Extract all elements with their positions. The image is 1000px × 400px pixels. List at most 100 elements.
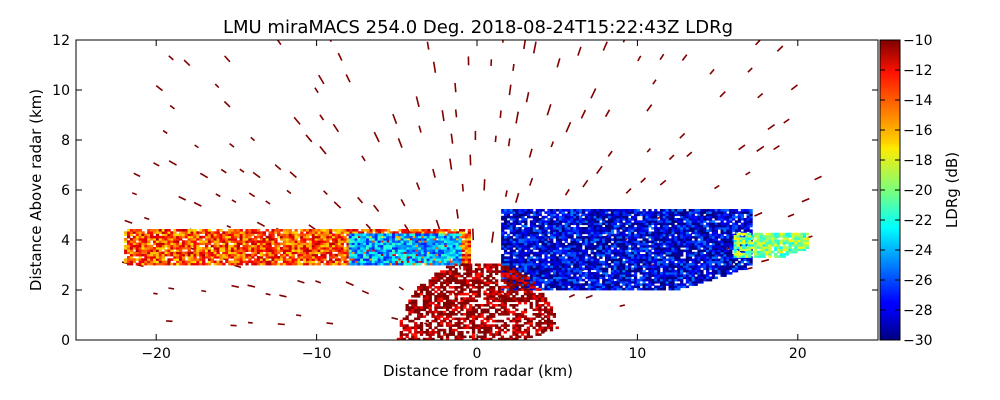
echo-cell (708, 224, 713, 228)
echo-cell (242, 235, 246, 239)
echo-cell (371, 256, 376, 259)
echo-cell (547, 283, 551, 286)
echo-cell (720, 272, 724, 275)
echo-cell (535, 242, 539, 246)
echo-cell (636, 263, 641, 266)
echo-cell (400, 238, 404, 241)
echo-cell (558, 278, 563, 282)
echo-cell (636, 254, 641, 257)
echo-cell (378, 231, 382, 234)
echo-cell (657, 263, 661, 266)
echo-cell (631, 218, 635, 221)
echo-cell (547, 272, 551, 275)
echo-cell (729, 260, 733, 264)
echo-cell (671, 222, 675, 226)
echo-cell (527, 242, 531, 246)
echo-cell (732, 227, 736, 230)
echo-cell (403, 262, 407, 266)
echo-cell (521, 263, 525, 266)
echo-cell (665, 276, 669, 280)
echo-cell (561, 233, 565, 237)
echo-cell (236, 244, 240, 248)
echo-cell (729, 258, 733, 262)
echo-cell (714, 276, 718, 280)
echo-cell (529, 227, 534, 230)
echo-cell (581, 263, 586, 266)
noise-mark (745, 171, 751, 176)
echo-cell (282, 260, 287, 264)
echo-cell (607, 283, 612, 286)
echo-cell (141, 233, 145, 237)
echo-cell (230, 238, 235, 241)
echo-cell (694, 222, 698, 226)
echo-cell (706, 278, 710, 282)
echo-cell (147, 242, 151, 246)
echo-cell (720, 224, 724, 228)
echo-cell (654, 238, 658, 241)
echo-cell (380, 251, 384, 255)
echo-cell (512, 238, 516, 241)
echo-cell (636, 278, 641, 282)
echo-cell (633, 283, 638, 286)
echo-cell (648, 240, 652, 244)
echo-cell (377, 262, 381, 266)
echo-cell (432, 262, 436, 266)
plot-area (121, 40, 822, 340)
echo-cell (147, 256, 151, 259)
noise-mark (773, 145, 780, 151)
echo-cell (147, 231, 151, 234)
echo-cell (602, 213, 606, 217)
echo-cell (509, 249, 513, 253)
echo-cell (558, 222, 563, 226)
echo-cell (409, 235, 413, 239)
echo-cell (642, 211, 646, 214)
echo-cell (518, 236, 522, 239)
echo-cell (334, 253, 339, 257)
echo-cell (207, 229, 212, 232)
echo-cell (723, 274, 727, 277)
echo-cell (138, 247, 142, 250)
echo-cell (150, 256, 154, 259)
echo-cell (648, 254, 652, 257)
echo-cell (441, 240, 445, 243)
echo-cell (671, 258, 675, 262)
echo-cell (714, 209, 718, 212)
echo-cell (636, 281, 641, 284)
echo-cell (467, 242, 471, 246)
echo-cell (245, 231, 249, 234)
echo-cell (639, 249, 643, 253)
echo-cell (605, 256, 609, 259)
echo-cell (300, 229, 304, 232)
echo-cell (308, 262, 313, 266)
echo-cell (311, 240, 316, 243)
echo-cell (259, 247, 264, 250)
noise-mark (585, 294, 593, 299)
echo-cell (135, 242, 139, 246)
echo-cell (386, 249, 390, 252)
echo-cell (581, 218, 586, 221)
echo-cell (602, 283, 606, 286)
echo-cell (659, 272, 664, 275)
echo-cell (706, 265, 710, 268)
echo-cell (521, 245, 525, 248)
echo-cell (268, 231, 272, 234)
echo-cell (167, 242, 171, 246)
echo-cell (688, 238, 692, 241)
echo-cell (657, 231, 661, 235)
echo-cell (723, 213, 727, 217)
echo-cell (581, 242, 586, 246)
echo-cell (619, 245, 623, 248)
echo-cell (535, 278, 539, 282)
echo-cell (207, 240, 212, 243)
echo-cell (708, 220, 713, 223)
echo-cell (521, 236, 525, 239)
echo-cell (184, 240, 189, 243)
echo-cell (665, 265, 669, 268)
echo-cell (348, 242, 352, 246)
echo-cell (639, 287, 643, 291)
echo-cell (389, 247, 393, 250)
echo-cell (254, 242, 258, 246)
echo-cell (173, 231, 177, 234)
echo-cell (222, 256, 226, 259)
noise-mark (745, 266, 753, 271)
